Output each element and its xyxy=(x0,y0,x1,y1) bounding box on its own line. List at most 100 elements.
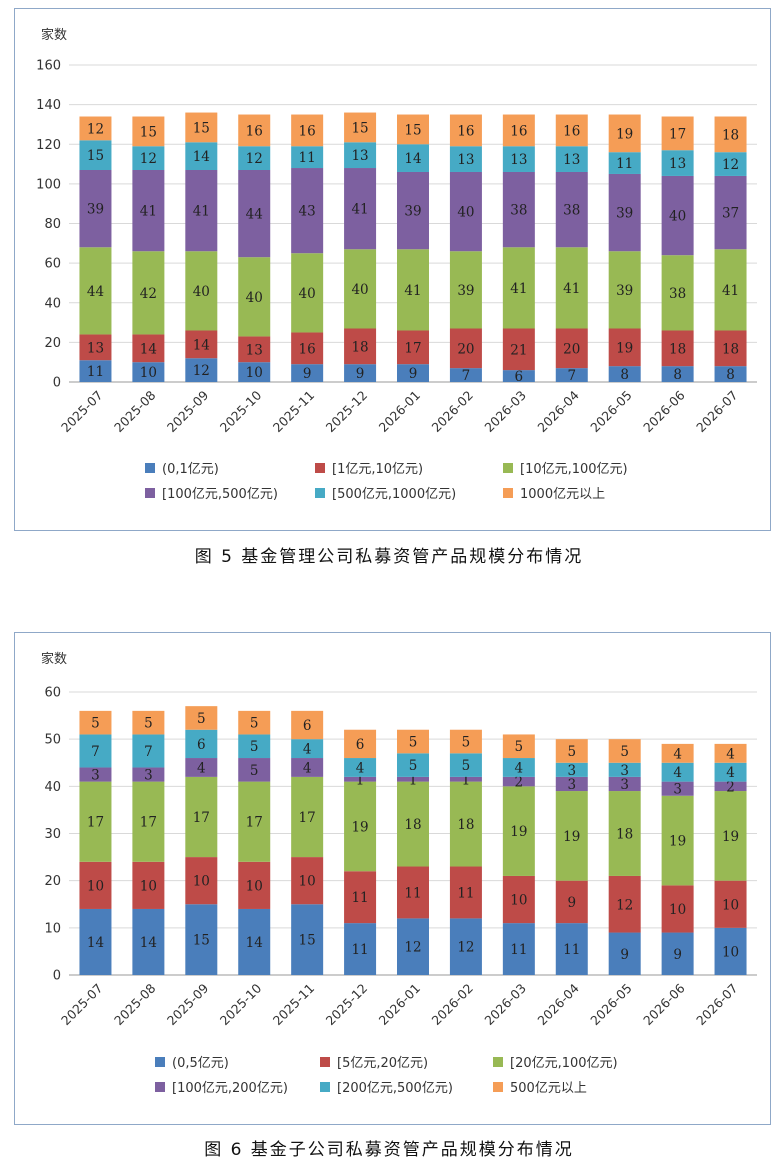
bar-segment xyxy=(132,781,165,862)
bar-segment xyxy=(397,144,429,172)
data-label: 18 xyxy=(722,127,739,143)
y-tick-label: 60 xyxy=(44,686,61,701)
data-label: 43 xyxy=(299,204,316,220)
bar-segment xyxy=(661,932,694,975)
legend-label: [5亿元,20亿元) xyxy=(337,1056,428,1071)
legend-swatch xyxy=(315,488,325,498)
bar-segment xyxy=(397,776,429,782)
bar-segment xyxy=(79,247,112,335)
data-label: 2 xyxy=(726,779,735,795)
data-label: 18 xyxy=(404,817,421,833)
data-label: 38 xyxy=(510,203,527,219)
bar-segment xyxy=(449,776,482,782)
bar-segment xyxy=(344,112,377,143)
bar-segment xyxy=(344,249,377,329)
bar-segment xyxy=(79,710,112,735)
data-label: 18 xyxy=(457,817,474,833)
data-label: 6 xyxy=(303,718,312,734)
bar-segment xyxy=(397,249,429,331)
bar-segment xyxy=(555,146,588,172)
bar-segment xyxy=(555,880,588,924)
bar-segment xyxy=(238,908,271,975)
x-tick-label: 2026-05 xyxy=(587,981,635,1029)
legend-swatch xyxy=(155,1057,165,1067)
data-label: 7 xyxy=(462,368,471,384)
bar-segment xyxy=(661,762,694,782)
data-label: 18 xyxy=(722,341,739,357)
bar-segment xyxy=(79,116,112,141)
bar-segment xyxy=(344,364,377,382)
data-label: 5 xyxy=(462,758,471,774)
data-label: 19 xyxy=(669,834,686,850)
bar-segment xyxy=(661,116,694,151)
data-label: 16 xyxy=(457,123,474,139)
bar-segment xyxy=(555,368,588,382)
data-label: 12 xyxy=(246,151,263,167)
data-label: 13 xyxy=(246,342,263,358)
bar-segment xyxy=(238,734,271,759)
data-label: 41 xyxy=(351,202,368,218)
bar-segment xyxy=(291,904,324,975)
x-tick-label: 2026-06 xyxy=(640,980,688,1028)
bar-segment xyxy=(449,146,482,172)
data-label: 16 xyxy=(563,123,580,139)
data-label: 12 xyxy=(457,940,474,956)
data-label: 41 xyxy=(510,281,527,297)
data-label: 12 xyxy=(140,151,157,167)
legend-swatch xyxy=(503,488,513,498)
bar-segment xyxy=(449,729,482,754)
x-tick-label: 2025-10 xyxy=(217,980,265,1028)
data-label: 2 xyxy=(515,775,524,791)
bar-segment xyxy=(608,366,641,382)
x-tick-label: 2026-05 xyxy=(587,388,635,436)
data-label: 5 xyxy=(567,744,576,760)
bar-segment xyxy=(449,251,482,329)
bar-segment xyxy=(555,114,588,147)
data-label: 12 xyxy=(616,897,633,913)
data-label: 11 xyxy=(616,156,633,172)
data-label: 40 xyxy=(457,205,474,221)
bar-segment xyxy=(449,114,482,147)
y-tick-label: 20 xyxy=(44,336,61,351)
legend-swatch xyxy=(493,1057,503,1067)
data-label: 4 xyxy=(726,765,735,781)
data-label: 14 xyxy=(246,935,263,951)
data-label: 1 xyxy=(356,772,365,788)
data-label: 1 xyxy=(409,772,418,788)
bar-segment xyxy=(449,753,482,777)
data-label: 13 xyxy=(457,152,474,168)
data-label: 3 xyxy=(620,763,629,779)
bar-segment xyxy=(502,247,535,329)
data-label: 16 xyxy=(299,341,316,357)
bar-segment xyxy=(608,791,641,876)
data-label: 20 xyxy=(563,341,580,357)
bar-segment xyxy=(714,880,747,928)
data-label: 39 xyxy=(616,206,633,222)
data-label: 19 xyxy=(563,829,580,845)
data-label: 15 xyxy=(193,933,210,949)
data-label: 5 xyxy=(144,716,153,732)
legend-label: [200亿元,500亿元) xyxy=(337,1081,453,1096)
data-label: 17 xyxy=(87,815,104,831)
data-label: 8 xyxy=(620,367,629,383)
data-label: 5 xyxy=(250,716,259,732)
data-label: 5 xyxy=(197,711,206,727)
bar-segment xyxy=(555,776,588,792)
data-label: 5 xyxy=(409,758,418,774)
chart-1-svg: 家数 0 20 40 60 80 100 120 140 160 11 13 44 39 15 12 2025-… xyxy=(36,27,757,502)
bar-segment xyxy=(344,776,377,782)
bar-segment xyxy=(238,336,271,363)
x-tick-label: 2026-02 xyxy=(429,388,477,436)
bar-segment xyxy=(79,908,112,975)
bar-segment xyxy=(185,330,218,359)
bar-segment xyxy=(661,781,694,796)
bar-segment xyxy=(291,739,324,759)
data-label: 8 xyxy=(726,367,735,383)
bar-segment xyxy=(185,776,218,858)
x-tick-label: 2026-01 xyxy=(376,388,424,436)
data-label: 14 xyxy=(87,935,104,951)
bar-segment xyxy=(502,146,535,172)
bar-segment xyxy=(661,175,694,256)
bar-segment xyxy=(555,923,588,975)
legend-label: [100亿元,200亿元) xyxy=(172,1081,288,1096)
